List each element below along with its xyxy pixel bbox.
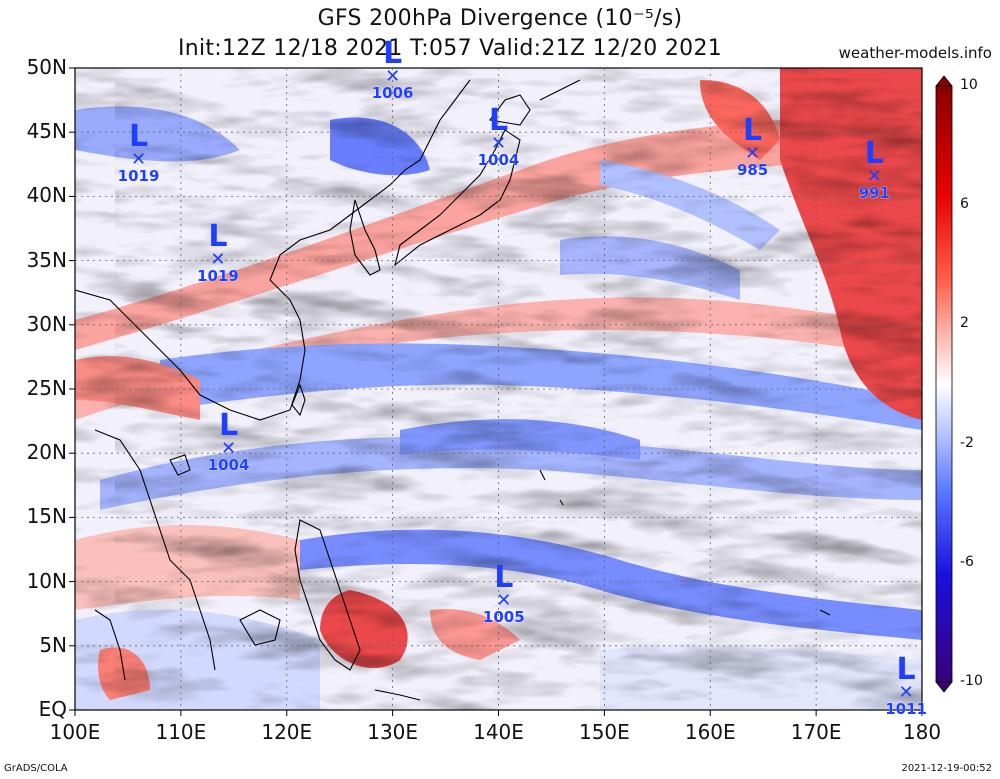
- colorbar-label: 10: [960, 77, 978, 93]
- low-center-icon: ✕: [898, 682, 914, 704]
- low-1004b: L ✕ 1004: [199, 408, 259, 475]
- low-pressure-value: 985: [736, 160, 769, 179]
- low-center-icon: ✕: [496, 589, 512, 611]
- colorbar-label: -6: [960, 553, 974, 570]
- lat-label: 35N: [26, 247, 67, 272]
- low-letter: L: [864, 135, 884, 171]
- low-1019b: L ✕ 1019: [188, 219, 248, 286]
- low-center-icon: ✕: [745, 142, 761, 164]
- low-center-icon: ✕: [220, 438, 237, 460]
- colorbar-label: 6: [960, 196, 969, 213]
- low-1011: L ✕ 1011: [876, 652, 936, 719]
- low-pressure-value: 1011: [885, 700, 927, 719]
- low-985: L ✕ 985: [723, 112, 783, 179]
- lon-label: 100E: [49, 720, 101, 744]
- low-pressure-value: 991: [858, 183, 890, 202]
- lat-label: 15N: [26, 504, 67, 529]
- site-credit: weather-models.info: [838, 44, 992, 62]
- low-letter: L: [383, 35, 403, 71]
- axis-ticks: [69, 67, 923, 716]
- low-1006: L ✕ 1006: [363, 35, 423, 102]
- low-center-icon: ✕: [130, 149, 147, 171]
- title-line-1: GFS 200hPa Divergence (10⁻⁵/s): [317, 6, 683, 31]
- coastlines: [75, 79, 831, 701]
- low-1019a: L ✕ 1019: [109, 119, 169, 186]
- graticule: [75, 68, 922, 710]
- colorbar-label: -10: [960, 673, 983, 689]
- lon-label: 170E: [790, 720, 842, 744]
- low-pressure-value: 1005: [482, 607, 525, 626]
- colorbar-label: 2: [960, 315, 969, 332]
- colorbar-label: -2: [960, 434, 974, 451]
- lon-label: 150E: [578, 720, 630, 744]
- low-pressure-value: 1004: [477, 150, 520, 169]
- lat-label: 20N: [26, 440, 67, 465]
- low-pressure-value: 1019: [197, 267, 239, 286]
- footer-right: 2021-12-19-00:52: [901, 763, 992, 774]
- low-pressure-value: 1006: [371, 83, 414, 102]
- low-pressure-value: 1019: [117, 167, 160, 186]
- colorbar: [935, 85, 953, 683]
- low-1005: L ✕ 1005: [474, 559, 534, 626]
- lon-label: 140E: [473, 720, 524, 744]
- low-letter: L: [896, 652, 916, 688]
- low-pressure-value: 1004: [207, 456, 250, 475]
- low-center-icon: ✕: [210, 249, 226, 271]
- low-letter: L: [218, 408, 239, 444]
- lon-label: 110E: [155, 720, 207, 744]
- lat-label: 25N: [26, 376, 67, 400]
- footer-left: GrADS/COLA: [4, 763, 68, 774]
- low-center-icon: ✕: [490, 132, 507, 154]
- lat-label: 40N: [26, 183, 67, 208]
- lat-label: 45N: [26, 119, 67, 144]
- low-center-icon: ✕: [866, 165, 882, 187]
- low-letter: L: [494, 559, 514, 595]
- lat-label: EQ: [38, 697, 67, 721]
- low-letter: L: [488, 102, 509, 138]
- colorbar-bottom-arrow: [935, 681, 953, 693]
- lon-label: 120E: [261, 720, 313, 744]
- lat-label: 10N: [26, 568, 67, 593]
- low-letter: L: [743, 112, 763, 148]
- low-991: L ✕ 991: [844, 135, 904, 202]
- low-letter: L: [128, 119, 149, 155]
- low-center-icon: ✕: [385, 65, 401, 87]
- title-line-2: Init:12Z 12/18 2021 T:057 Valid:21Z 12/2…: [177, 36, 723, 61]
- lon-label: 180: [902, 720, 942, 744]
- low-letter: L: [208, 219, 228, 255]
- lat-label: 30N: [26, 311, 67, 336]
- lon-label: 160E: [684, 720, 736, 744]
- lon-label: 130E: [367, 720, 419, 744]
- field-layer: [75, 68, 922, 710]
- lat-label: 5N: [39, 632, 67, 657]
- colorbar-top-arrow: [935, 75, 953, 87]
- low-1004a: L ✕ 1004: [469, 102, 529, 169]
- lat-label: 50N: [26, 55, 67, 79]
